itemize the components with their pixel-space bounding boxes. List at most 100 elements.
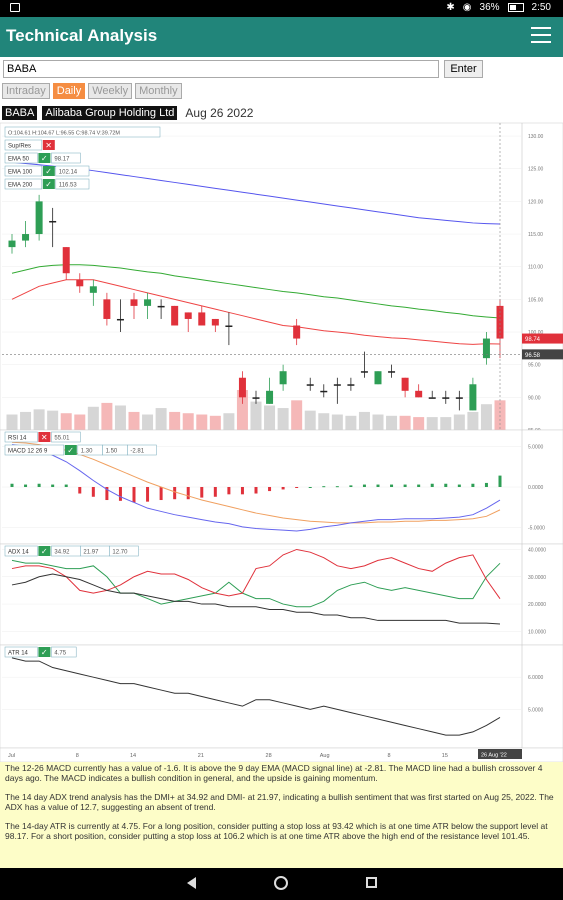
volume-bar [74,414,86,430]
macd-legend-value: 1.50 [106,449,118,455]
candle-body [116,318,124,321]
ohlc-readout: O:104.61 H:104.67 L:96.55 C:98.74 V:39.7… [8,131,120,137]
volume-bar [196,414,208,430]
price-y-tick: 105.00 [528,297,544,303]
volume-bar [480,404,492,430]
volume-bar [209,415,221,430]
candle-body [35,201,43,235]
rsi-legend-value: 55.01 [54,436,70,442]
volume-bar [155,408,167,430]
adx-legend-label: ADX 14 [8,550,29,556]
candle-body [428,397,436,399]
candle-body [171,305,179,326]
symbol-input[interactable] [3,60,439,78]
price-legend-ema-100-value: 102.14 [59,170,78,176]
atr-legend-toggle [38,647,51,657]
macd-histogram-bar [173,487,177,500]
volume-bar [60,413,72,430]
tab-intraday[interactable]: Intraday [2,83,50,99]
volume-bar [33,409,45,430]
support-label: 96.58 [525,353,541,359]
macd-histogram-bar [430,483,434,487]
macd-y-tick: -5.0000 [528,526,545,532]
macd-histogram-bar [308,487,312,488]
x-axis-tick: 8 [76,753,79,759]
price-legend-ema-50-toggle [38,153,51,163]
crosshair-date-tag [478,749,522,759]
search-row: Enter [0,57,563,81]
tab-weekly[interactable]: Weekly [88,83,133,99]
candle-body [225,325,233,327]
macd-histogram-bar [240,487,244,495]
price-y-tick: 120.00 [528,199,544,205]
check-icon: ✓ [41,648,48,657]
notification-icon [10,3,20,12]
enter-button[interactable]: Enter [444,60,483,78]
candle-body [360,371,368,373]
x-axis-tick: Jul [8,753,15,759]
price-legend-ema-100-value-box [55,165,90,177]
macd-histogram-bar [390,484,394,487]
candle-body [266,390,274,404]
adx-commentary: The 14 day ADX trend analysis has the DM… [5,792,554,812]
price-legend-ema-100-label: EMA 100 [8,170,33,176]
tab-monthly[interactable]: Monthly [135,83,182,99]
check-icon: ✓ [41,547,48,556]
macd-histogram-bar [484,482,488,487]
volume-bar [440,417,452,430]
price-legend-ema-200-value-box [55,178,90,190]
home-icon[interactable] [274,876,288,890]
system-nav-bar [0,868,563,900]
macd-histogram-bar [146,487,150,502]
volume-bar [331,414,343,430]
volume-bar [467,411,479,430]
candle-body [184,312,192,319]
candle-body [293,325,301,339]
price-legend-ema-100-toggle [42,166,55,176]
volume-bar [426,417,438,430]
price-y-tick: 115.00 [528,232,543,238]
stock-symbol: BABA [2,106,38,120]
price-y-tick: 90.00 [528,395,541,401]
stock-name: Alibaba Group Holding Ltd [42,106,178,120]
price-legend-ema-200-label-box [4,178,43,190]
candle-body [374,371,382,385]
dmi-minus-line [11,548,501,599]
ema200-line [11,161,501,225]
adx-y-tick: 30.0000 [528,575,546,581]
adx-y-tick: 10.0000 [528,629,546,635]
adx-legend-label-box [4,545,38,557]
macd-legend-toggle [64,445,77,455]
candle-body [496,305,504,339]
volume-bar [182,413,194,430]
volume-bar [291,400,303,430]
stock-info: BABA Alibaba Group Holding Ltd Aug 26 20… [2,106,253,120]
volume-bar [345,415,357,430]
volume-bar [6,414,18,430]
volume-bar [264,405,276,430]
price-y-tick: 100.00 [528,330,544,336]
macd-histogram-bar [254,487,258,494]
candle-body [76,279,84,287]
back-icon[interactable] [187,877,196,889]
price-legend-sup-res-toggle [42,140,55,150]
last-price-label: 98.74 [525,337,541,343]
candle-body [320,390,328,393]
atr-legend-label: ATR 14 [8,651,29,657]
macd-histogram-bar [471,483,475,487]
analysis-commentary: The 12-26 MACD currently has a value of … [0,762,563,868]
macd-histogram-bar [227,487,231,495]
hamburger-menu-icon[interactable] [531,27,551,45]
volume-bar [304,410,316,430]
candle-body [347,384,355,386]
macd-histogram-bar [417,484,421,487]
recent-apps-icon[interactable] [366,877,377,888]
atr-y-tick: 6.0000 [528,675,544,681]
tab-daily[interactable]: Daily [52,83,86,99]
candle-body [62,247,70,274]
macd-legend-label: MACD 12 26 9 [8,449,48,455]
ohlc-box [4,126,161,138]
macd-histogram-bar [78,487,82,494]
volume-bar [372,414,384,430]
